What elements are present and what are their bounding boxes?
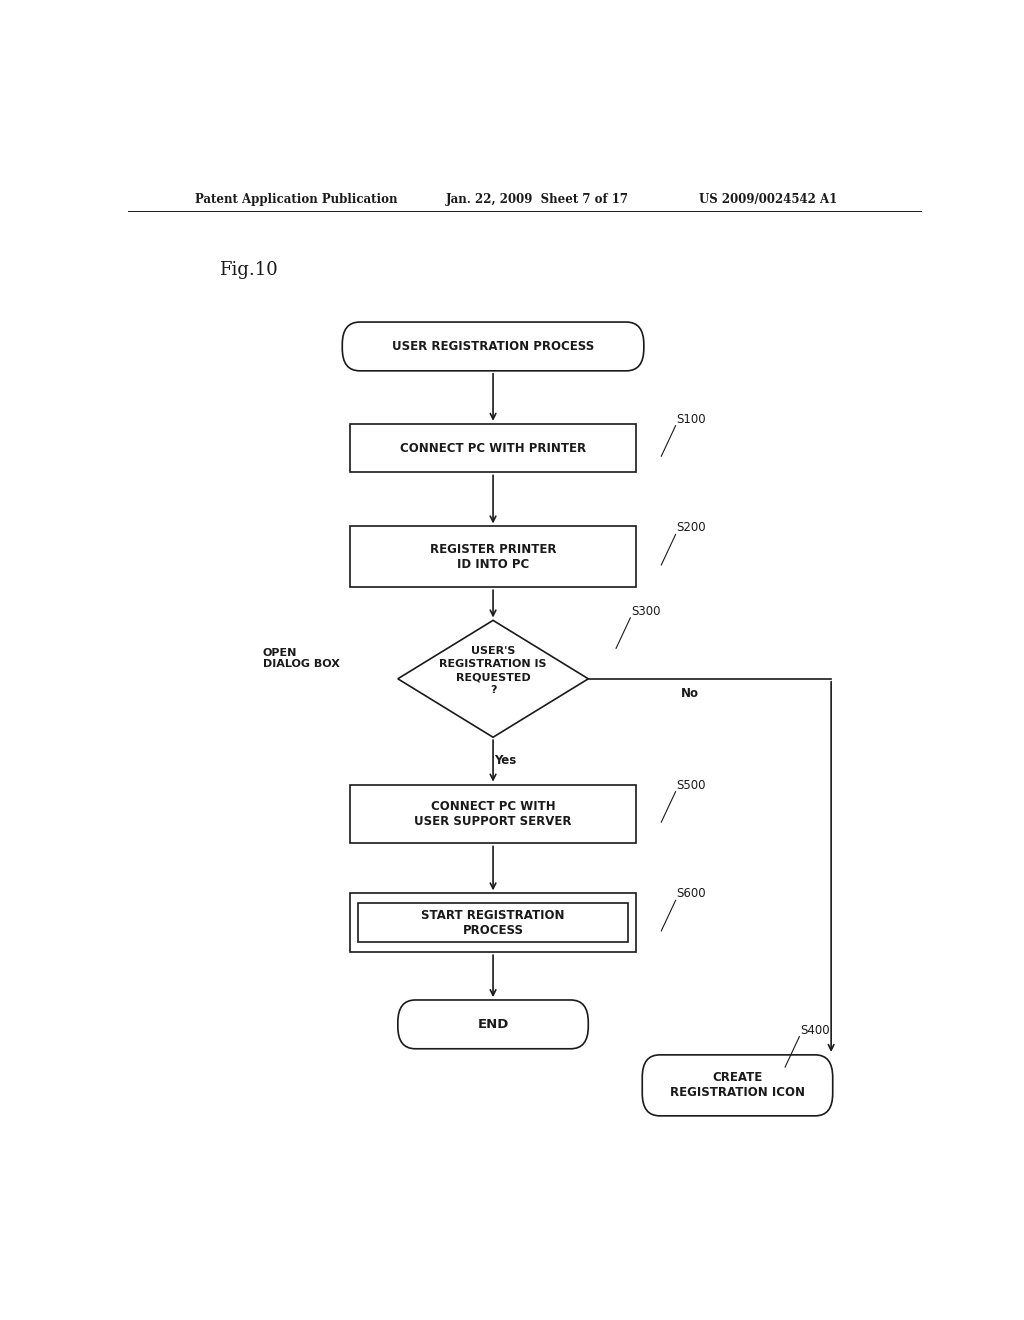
Text: US 2009/0024542 A1: US 2009/0024542 A1 [699,193,838,206]
Text: Fig.10: Fig.10 [219,261,278,280]
FancyBboxPatch shape [342,322,644,371]
Text: Yes: Yes [494,754,516,767]
Text: REGISTER PRINTER
ID INTO PC: REGISTER PRINTER ID INTO PC [430,543,556,570]
Text: Jan. 22, 2009  Sheet 7 of 17: Jan. 22, 2009 Sheet 7 of 17 [445,193,629,206]
Bar [358,903,628,942]
Text: CONNECT PC WITH PRINTER: CONNECT PC WITH PRINTER [400,442,586,454]
Text: S300: S300 [631,605,660,618]
Text: CREATE
REGISTRATION ICON: CREATE REGISTRATION ICON [670,1072,805,1100]
Text: END: END [477,1018,509,1031]
FancyBboxPatch shape [642,1055,833,1115]
Text: START REGISTRATION
PROCESS: START REGISTRATION PROCESS [421,908,565,937]
Bar [350,527,636,587]
Bar [350,424,636,473]
FancyBboxPatch shape [397,1001,588,1049]
Text: OPEN
DIALOG BOX: OPEN DIALOG BOX [262,648,339,669]
Text: Patent Application Publication: Patent Application Publication [196,193,398,206]
Text: USER'S
REGISTRATION IS
REQUESTED
?: USER'S REGISTRATION IS REQUESTED ? [439,647,547,694]
Bar [350,784,636,843]
Text: S400: S400 [800,1023,829,1036]
Text: S100: S100 [677,413,706,426]
Text: S200: S200 [677,521,706,535]
Text: USER REGISTRATION PROCESS: USER REGISTRATION PROCESS [392,341,594,352]
Text: S600: S600 [677,887,706,900]
Text: S500: S500 [677,779,706,792]
Text: CONNECT PC WITH
USER SUPPORT SERVER: CONNECT PC WITH USER SUPPORT SERVER [415,800,571,828]
Bar [350,894,636,952]
Text: No: No [681,686,698,700]
Polygon shape [397,620,588,738]
